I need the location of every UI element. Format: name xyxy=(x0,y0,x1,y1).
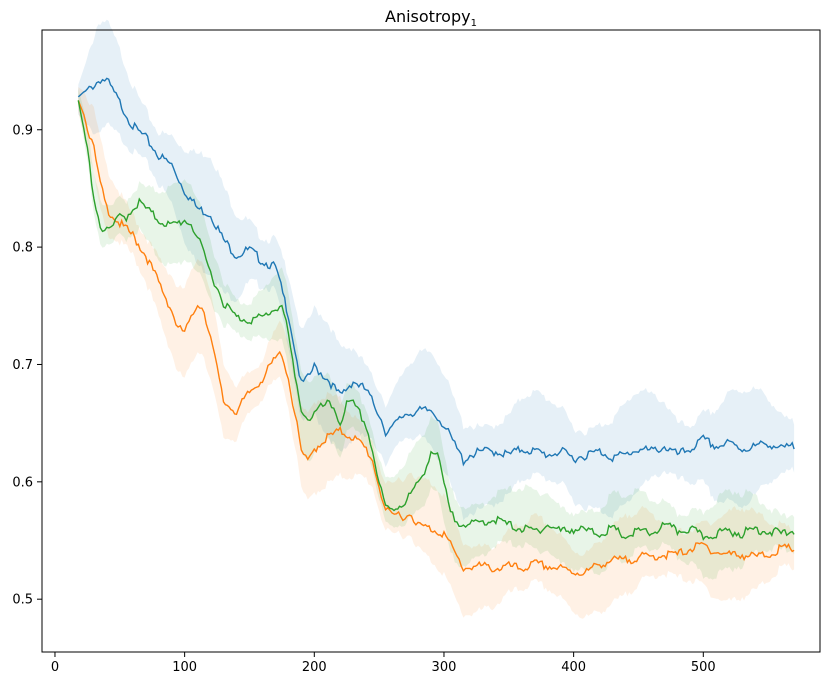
series-lines xyxy=(77,77,795,576)
x-tick-label: 0 xyxy=(51,660,59,675)
band-orange xyxy=(78,87,795,619)
chart-title: Anisotropy1 xyxy=(385,7,477,29)
y-tick-label: 0.5 xyxy=(12,593,33,608)
plot-frame xyxy=(41,29,821,653)
series-line-green xyxy=(77,100,795,541)
y-tick-label: 0.8 xyxy=(12,241,33,256)
chart-title-main: Anisotropy xyxy=(385,7,471,26)
chart-title-subscript: 1 xyxy=(471,18,477,29)
series-line-orange xyxy=(77,100,795,576)
x-tick-label: 500 xyxy=(691,660,716,675)
y-axis: 0.5 0.6 0.7 0.8 0.9 xyxy=(12,123,42,608)
x-tick-label: 400 xyxy=(561,660,586,675)
x-tick-label: 200 xyxy=(302,660,327,675)
x-tick-label: 300 xyxy=(432,660,457,675)
x-tick-label: 100 xyxy=(172,660,197,675)
y-tick-label: 0.7 xyxy=(12,358,33,373)
y-tick-label: 0.6 xyxy=(12,475,33,490)
x-axis: 0 100 200 300 400 500 xyxy=(51,652,716,675)
band-blue xyxy=(78,19,795,521)
confidence-bands xyxy=(78,19,795,619)
series-line-blue xyxy=(77,77,795,467)
y-tick-label: 0.9 xyxy=(12,123,33,138)
